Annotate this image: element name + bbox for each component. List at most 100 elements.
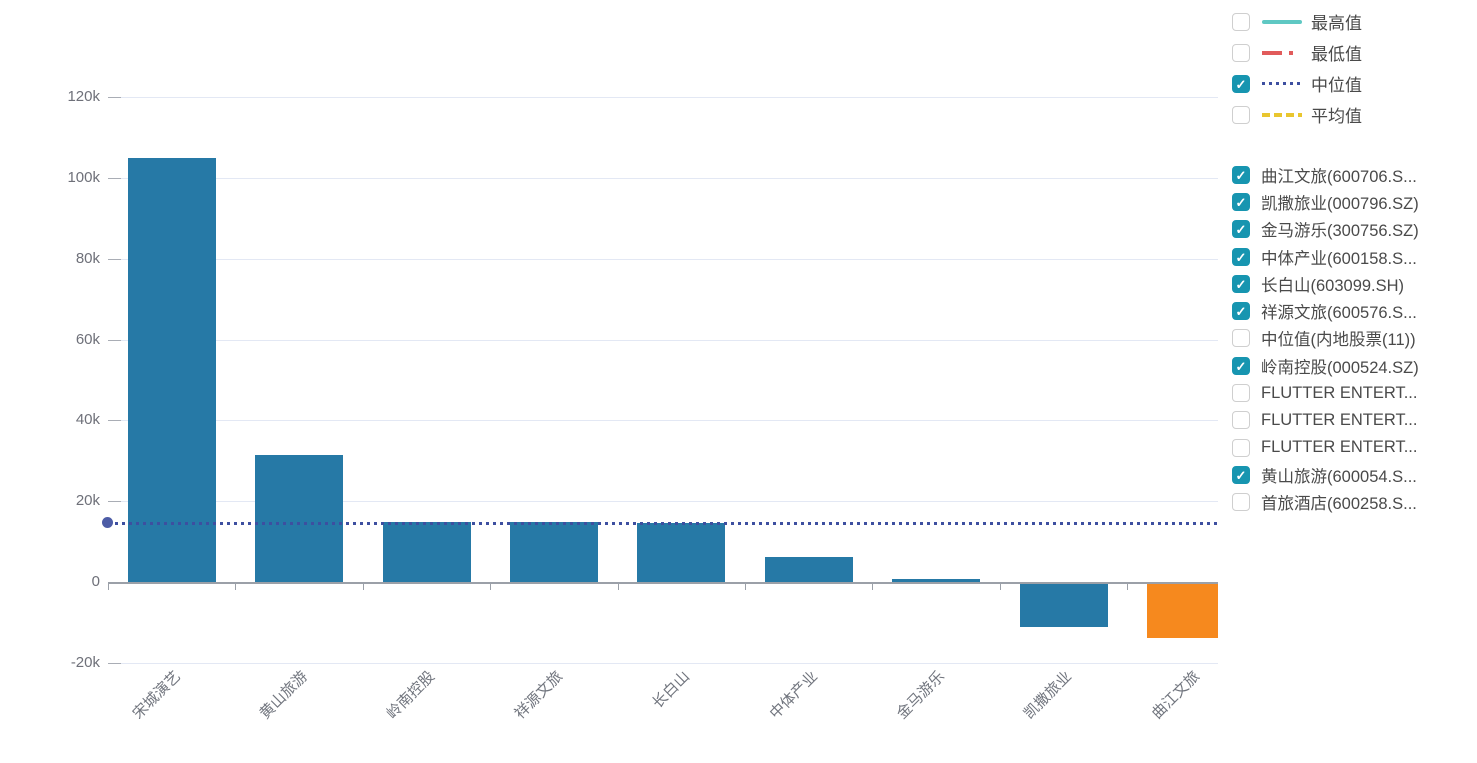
checkbox-checked-icon[interactable] bbox=[1232, 74, 1250, 93]
y-gridline bbox=[108, 258, 1218, 260]
y-axis-tick bbox=[108, 177, 121, 179]
legend-item-label: 最高值 bbox=[1311, 14, 1362, 33]
legend-item-min[interactable]: 最低值 bbox=[1232, 37, 1362, 68]
series-legend: 曲江文旅(600706.S... 凯撒旅业(000796.SZ) 金马游乐(3007… bbox=[1232, 161, 1419, 516]
series-legend-item[interactable]: 金马游乐(300756.SZ) bbox=[1232, 216, 1419, 243]
checkbox-checked-icon[interactable] bbox=[1232, 274, 1250, 293]
y-axis-tick bbox=[108, 420, 121, 422]
x-axis-line bbox=[108, 582, 1218, 584]
x-axis-label: 长白山 bbox=[649, 668, 694, 712]
y-gridline bbox=[108, 662, 1218, 664]
x-axis-tick bbox=[362, 584, 364, 590]
x-axis-tick bbox=[999, 584, 1001, 590]
x-axis-label: 金马游乐 bbox=[893, 668, 949, 723]
series-legend-item[interactable]: 长白山(603099.SH) bbox=[1232, 270, 1419, 297]
series-legend-item[interactable]: 中位值(内地股票(11)) bbox=[1232, 325, 1419, 352]
checkbox-checked-icon[interactable] bbox=[1232, 165, 1250, 184]
bar-长白山[interactable] bbox=[637, 522, 726, 582]
series-legend-item[interactable]: FLUTTER ENTERT... bbox=[1232, 434, 1419, 461]
checkbox-unchecked-icon[interactable] bbox=[1232, 329, 1250, 348]
median-line bbox=[108, 521, 1218, 525]
bar-金马游乐[interactable] bbox=[892, 579, 981, 582]
x-axis-label: 中体产业 bbox=[766, 668, 821, 723]
dashed-line-swatch-icon bbox=[1262, 112, 1302, 117]
series-legend-label: 中位值(内地股票(11)) bbox=[1261, 331, 1416, 350]
series-legend-item[interactable]: FLUTTER ENTERT... bbox=[1232, 379, 1419, 406]
series-legend-item[interactable]: FLUTTER ENTERT... bbox=[1232, 407, 1419, 434]
x-axis-label: 宋城演艺 bbox=[129, 668, 184, 723]
series-legend-item[interactable]: 中体产业(600158.S... bbox=[1232, 243, 1419, 270]
y-axis-label: 20k bbox=[75, 492, 100, 510]
series-legend-label: 中体产业(600158.S... bbox=[1261, 249, 1417, 268]
series-legend-label: FLUTTER ENTERT... bbox=[1261, 410, 1418, 429]
y-gridline bbox=[108, 97, 1218, 99]
y-axis-label: 120k bbox=[67, 88, 100, 106]
series-legend-item[interactable]: 祥源文旅(600576.S... bbox=[1232, 297, 1419, 324]
checkbox-unchecked-icon[interactable] bbox=[1232, 411, 1250, 430]
y-gridline bbox=[108, 420, 1218, 422]
legend-item-max[interactable]: 最高值 bbox=[1232, 6, 1362, 37]
checkbox-checked-icon[interactable] bbox=[1232, 302, 1250, 321]
checkbox-checked-icon[interactable] bbox=[1232, 356, 1250, 375]
series-legend-label: 祥源文旅(600576.S... bbox=[1261, 304, 1417, 323]
y-axis-label: 0 bbox=[91, 573, 100, 590]
y-axis-tick bbox=[108, 662, 121, 664]
checkbox-checked-icon[interactable] bbox=[1232, 220, 1250, 239]
checkbox-checked-icon[interactable] bbox=[1232, 192, 1250, 211]
y-gridline bbox=[108, 177, 1218, 179]
legend-item-median[interactable]: 中位值 bbox=[1232, 68, 1362, 99]
y-axis-label: 80k bbox=[75, 249, 100, 267]
series-legend-label: 金马游乐(300756.SZ) bbox=[1261, 222, 1419, 241]
legend-item-label: 中位值 bbox=[1311, 76, 1362, 95]
series-legend-item[interactable]: 凯撒旅业(000796.SZ) bbox=[1232, 188, 1419, 215]
y-axis-tick bbox=[108, 258, 121, 260]
y-axis-label: 100k bbox=[67, 168, 100, 186]
bar-宋城演艺[interactable] bbox=[127, 157, 216, 582]
x-axis-tick bbox=[745, 584, 746, 590]
checkbox-unchecked-icon[interactable] bbox=[1232, 493, 1250, 512]
checkbox-unchecked-icon[interactable] bbox=[1232, 43, 1250, 62]
x-axis-tick bbox=[872, 584, 874, 590]
statistic-legend: 最高值最低值中位值平均值 bbox=[1232, 6, 1362, 130]
x-axis-label: 黄山旅游 bbox=[256, 668, 312, 723]
checkbox-unchecked-icon[interactable] bbox=[1232, 384, 1250, 403]
series-legend-item[interactable]: 黄山旅游(600054.S... bbox=[1232, 461, 1419, 488]
bar-黄山旅游[interactable] bbox=[255, 455, 344, 582]
checkbox-unchecked-icon[interactable] bbox=[1232, 438, 1250, 457]
x-axis-label: 岭南控股 bbox=[384, 668, 439, 723]
y-gridline bbox=[108, 339, 1218, 341]
x-axis-tick bbox=[108, 584, 109, 590]
y-axis-label: 60k bbox=[75, 330, 100, 348]
y-axis-tick bbox=[108, 501, 121, 503]
legend-item-avg[interactable]: 平均值 bbox=[1232, 99, 1362, 130]
dotted-line-swatch-icon bbox=[1262, 81, 1302, 86]
series-legend-label: 岭南控股(000524.SZ) bbox=[1261, 358, 1419, 377]
y-axis-tick bbox=[108, 339, 121, 341]
checkbox-checked-icon[interactable] bbox=[1232, 465, 1250, 484]
series-legend-label: 曲江文旅(600706.S... bbox=[1261, 167, 1417, 186]
series-legend-item[interactable]: 岭南控股(000524.SZ) bbox=[1232, 352, 1419, 379]
series-legend-label: 凯撒旅业(000796.SZ) bbox=[1261, 194, 1419, 213]
checkbox-unchecked-icon[interactable] bbox=[1232, 12, 1250, 31]
x-axis-tick bbox=[1127, 584, 1129, 590]
dashdot-line-swatch-icon bbox=[1262, 50, 1302, 55]
y-axis-label: -20k bbox=[70, 653, 100, 671]
bar-凯撒旅业[interactable] bbox=[1019, 584, 1108, 627]
y-axis-label: 40k bbox=[75, 411, 100, 429]
x-axis-tick bbox=[617, 584, 619, 590]
checkbox-checked-icon[interactable] bbox=[1232, 247, 1250, 266]
bar-祥源文旅[interactable] bbox=[509, 522, 598, 582]
series-legend-label: 长白山(603099.SH) bbox=[1261, 276, 1405, 295]
series-legend-label: 黄山旅游(600054.S... bbox=[1261, 467, 1417, 486]
series-legend-item[interactable]: 首旅酒店(600258.S... bbox=[1232, 489, 1419, 516]
series-legend-label: FLUTTER ENTERT... bbox=[1261, 438, 1418, 457]
bar-岭南控股[interactable] bbox=[382, 521, 471, 582]
checkbox-unchecked-icon[interactable] bbox=[1232, 105, 1250, 124]
series-legend-item[interactable]: 曲江文旅(600706.S... bbox=[1232, 161, 1419, 188]
bar-曲江文旅[interactable] bbox=[1146, 584, 1218, 639]
bar-中体产业[interactable] bbox=[764, 556, 853, 582]
solid-line-swatch-icon bbox=[1262, 19, 1302, 24]
y-axis-tick bbox=[108, 97, 121, 99]
median-line-dot bbox=[102, 517, 113, 529]
